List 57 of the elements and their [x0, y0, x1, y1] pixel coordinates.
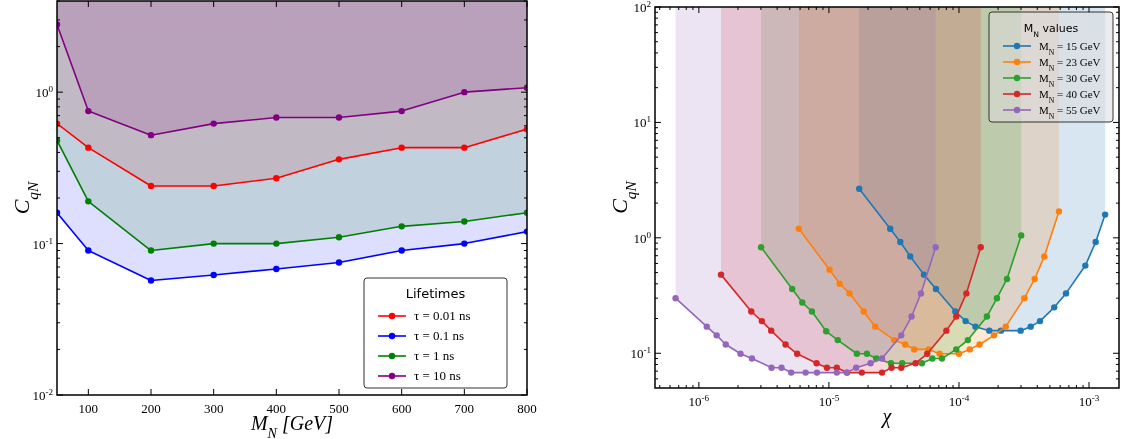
legend-label: τ = 1 ns	[414, 348, 455, 363]
point	[335, 259, 343, 266]
y-tick-label: 10$^{0}$	[35, 84, 54, 101]
x-tick-label: 10$^{-4}$	[948, 393, 970, 409]
y-tick-label: 10$^{0}$	[633, 229, 652, 246]
point	[461, 240, 468, 247]
point	[147, 277, 155, 284]
point	[85, 107, 92, 115]
point	[85, 144, 92, 151]
legend-label: M$_{N}$ = 23 GeV	[1039, 56, 1101, 73]
legend-label: M$_{N}$ = 55 GeV	[1039, 104, 1101, 121]
x-axis-title: χ	[880, 405, 893, 428]
point	[273, 240, 280, 247]
x-tick-label: 700	[454, 401, 475, 416]
point	[398, 247, 405, 254]
point	[210, 120, 217, 127]
legend-label: M$_{N}$ = 15 GeV	[1039, 40, 1101, 57]
y-tick-label: 10$^{1}$	[633, 114, 651, 131]
legend-title: M$_{N}$ values	[1023, 22, 1079, 39]
point	[85, 247, 92, 254]
legend-label: M$_{N}$ = 40 GeV	[1039, 88, 1101, 105]
point	[210, 182, 217, 190]
y-tick-label: 10$^{-1}$	[630, 345, 651, 362]
point	[335, 234, 343, 241]
point	[398, 107, 405, 115]
point	[273, 265, 280, 273]
point	[461, 218, 468, 225]
x-tick-label: 10$^{-5}$	[818, 393, 840, 409]
point	[147, 131, 155, 139]
point	[210, 271, 217, 279]
point	[210, 240, 217, 247]
x-tick-label: 600	[391, 401, 412, 416]
point	[398, 144, 405, 151]
x-tick-label: 100	[78, 401, 99, 416]
x-tick-label: 800	[517, 401, 537, 416]
point	[335, 114, 343, 121]
legend-label: τ = 0.01 ns	[414, 308, 471, 323]
x-tick-label: 200	[141, 401, 161, 416]
point	[335, 156, 343, 163]
point	[398, 223, 405, 230]
point	[147, 182, 155, 190]
point	[147, 247, 155, 254]
point	[273, 114, 280, 121]
legend-label: τ = 0.1 ns	[414, 328, 465, 343]
x-tick-label: 10$^{-6}$	[688, 393, 710, 409]
legend-label: M$_{N}$ = 30 GeV	[1039, 72, 1101, 89]
y-tick-label: 10$^{-1}$	[32, 235, 53, 252]
x-tick-label: 300	[203, 401, 224, 416]
point	[461, 88, 468, 96]
point	[461, 144, 468, 151]
legend-label: τ = 10 ns	[414, 368, 461, 383]
point	[85, 198, 92, 205]
x-tick-label: 10$^{-3}$	[1078, 393, 1100, 409]
legend-title: Lifetimes	[405, 286, 466, 301]
y-tick-label: 10$^{-2}$	[32, 387, 54, 403]
y-tick-label: 10$^{2}$	[633, 0, 652, 15]
point	[273, 175, 280, 182]
